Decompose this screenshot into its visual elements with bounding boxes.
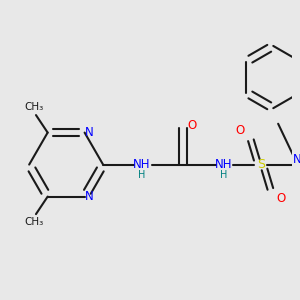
Text: N: N (85, 190, 94, 203)
Text: CH₃: CH₃ (24, 102, 44, 112)
Text: O: O (187, 119, 196, 132)
Text: O: O (236, 124, 245, 137)
Text: N: N (85, 126, 94, 139)
Text: NH: NH (133, 158, 151, 171)
Text: N: N (293, 153, 300, 166)
Text: H: H (138, 170, 146, 180)
Text: CH₃: CH₃ (24, 217, 44, 227)
Text: H: H (220, 170, 227, 180)
Text: NH: NH (215, 158, 232, 171)
Text: S: S (256, 158, 265, 171)
Text: O: O (276, 192, 286, 205)
